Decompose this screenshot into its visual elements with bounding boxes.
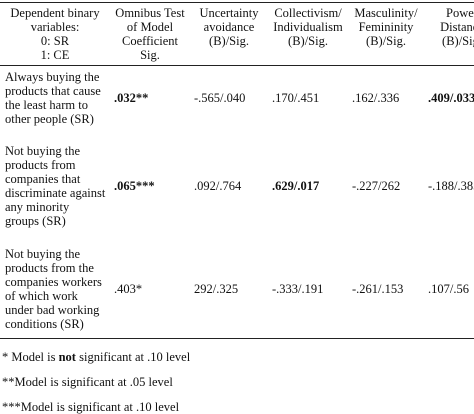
cell: -.333/.191 (272, 282, 324, 297)
cell: .107/.56 (428, 282, 469, 297)
row-label: Always buying the products that cause th… (5, 70, 101, 127)
cell: .170/.451 (272, 91, 320, 106)
header-cell: Dependent binary variables: 0: SR 1: CE (0, 3, 110, 66)
row: Always buying the products that cause th… (0, 66, 474, 131)
header-row: Dependent binary variables: 0: SR 1: CE Om… (0, 2, 474, 66)
header-line: 1: CE (40, 48, 70, 62)
cell: -.188/.385 (428, 178, 474, 193)
cell: -.261/.153 (352, 282, 404, 297)
row: Not buying the products from the compani… (0, 241, 474, 339)
header-cell: Uncertainty avoidance (B)/Sig. (199, 6, 259, 48)
note-text: significant at .10 level (75, 350, 191, 364)
note-emphasis: not (58, 350, 76, 364)
cell: -.227/262 (352, 178, 401, 193)
header-cell: Omnibus Test of Model Coefficient Sig. (115, 6, 185, 62)
header-line: 0: SR (40, 34, 70, 48)
row: Not buying the products from companies t… (0, 131, 474, 241)
cell: .162/.336 (352, 91, 400, 106)
header-cell: Collectivism/ Individualism (B)/Sig. (273, 6, 343, 48)
cell: 292/.325 (194, 282, 239, 297)
cell: .409/.033 (428, 91, 474, 106)
note: **Model is significant at .05 level (2, 375, 173, 389)
note-text: * Model is (2, 350, 59, 364)
header-cell: Masculinity/ Femininity (B)/Sig. (354, 6, 418, 48)
header-line: Dependent binary variables: (10, 6, 100, 34)
cell: .032** (114, 91, 149, 106)
note: * Model is not significant at .10 level (2, 350, 190, 375)
results-table: Dependent binary variables: 0: SR 1: CE Om… (0, 2, 474, 339)
cell: .065*** (114, 178, 155, 193)
cell: .092/.764 (194, 178, 242, 193)
header-cell: Power Distance (B)/Sig. (440, 6, 474, 48)
cell: .403* (114, 282, 143, 297)
note: ***Model is significant at .10 level (2, 400, 180, 414)
cell: -.565/.040 (194, 91, 246, 106)
notes: * Model is not significant at .10 level … (2, 350, 190, 414)
cell: .629/.017 (272, 178, 320, 193)
row-label: Not buying the products from companies t… (5, 143, 106, 228)
row-label: Not buying the products from the compani… (5, 247, 102, 332)
